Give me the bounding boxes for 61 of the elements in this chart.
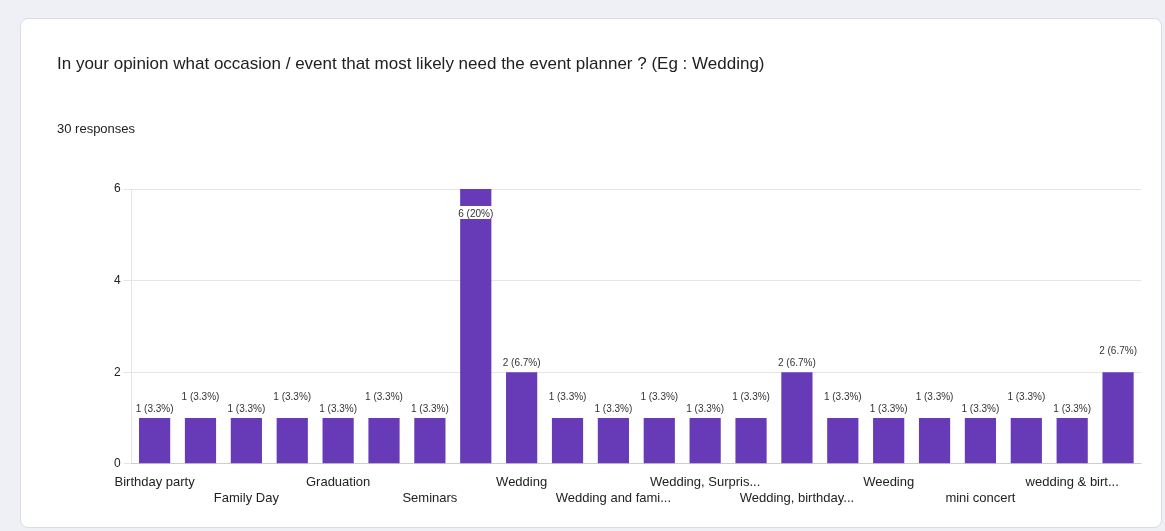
- data-label: 1 (3.3%): [273, 390, 312, 402]
- bar: [827, 418, 859, 464]
- y-tick-label: 6: [113, 181, 121, 196]
- bar: [1010, 418, 1042, 464]
- data-label: 2 (6.7%): [778, 356, 816, 368]
- x-tick-label: Birthday party: [114, 474, 196, 490]
- bar: [964, 418, 997, 464]
- bar: [414, 418, 446, 464]
- data-label: 1 (3.3%): [823, 390, 862, 402]
- data-label: 1 (3.3%): [227, 402, 266, 414]
- y-tick-label: 4: [113, 272, 121, 287]
- bar: [873, 418, 905, 464]
- bar: [460, 189, 492, 464]
- y-tick-label: 2: [113, 364, 121, 379]
- bar: [322, 418, 354, 464]
- chart-title: In your opinion what occasion / event that most likely need the event planner ? (Eg : Wedding): [57, 53, 766, 75]
- data-label: 6 (20%): [458, 207, 494, 219]
- data-label: 1 (3.3%): [640, 390, 679, 402]
- bar: [184, 418, 217, 464]
- data-label: 1 (3.3%): [594, 402, 633, 414]
- bar: [918, 418, 951, 464]
- bar: [1056, 418, 1088, 464]
- x-tick-label: Family Day: [213, 489, 280, 505]
- bar: [1102, 372, 1134, 464]
- y-tick-label: 0: [113, 456, 121, 471]
- x-tick-label: Graduation: [305, 474, 371, 490]
- bar: [551, 418, 584, 464]
- data-label: 1 (3.3%): [319, 402, 358, 414]
- data-label: 1 (3.3%): [961, 402, 1000, 414]
- data-label: 1 (3.3%): [1053, 402, 1092, 414]
- data-label: 1 (3.3%): [915, 390, 954, 402]
- bar: [368, 418, 400, 464]
- bar: [735, 418, 767, 464]
- x-tick-label: mini concert: [945, 489, 1016, 505]
- bar: [597, 418, 629, 464]
- data-label: 2 (6.7%): [1099, 344, 1137, 356]
- bar: [230, 418, 262, 464]
- data-label: 1 (3.3%): [732, 390, 770, 402]
- data-label: 1 (3.3%): [181, 390, 220, 402]
- bar: [689, 418, 721, 464]
- x-tick-label: Wedding: [496, 474, 548, 490]
- data-label: 2 (6.7%): [502, 356, 541, 368]
- data-label: 1 (3.3%): [365, 390, 403, 402]
- data-label: 1 (3.3%): [1007, 390, 1046, 402]
- data-label: 1 (3.3%): [410, 402, 449, 414]
- x-tick-label: wedding & birt...: [1024, 474, 1119, 490]
- bar: [643, 418, 675, 464]
- x-tick-label: Seminars: [402, 489, 458, 505]
- x-tick-label: Wedding, birthday...: [739, 489, 855, 505]
- bar: [506, 372, 538, 464]
- data-label: 1 (3.3%): [135, 402, 174, 414]
- data-label: 1 (3.3%): [686, 402, 725, 414]
- bar: [781, 372, 813, 464]
- bar: [139, 418, 171, 464]
- x-tick-label: Weeding: [863, 474, 915, 490]
- bar: [276, 418, 308, 464]
- chart-subtitle: 30 responses: [57, 121, 136, 136]
- x-tick-label: Wedding and fami...: [555, 489, 672, 505]
- data-label: 1 (3.3%): [869, 402, 908, 414]
- data-label: 1 (3.3%): [548, 390, 587, 402]
- x-tick-label: Wedding, Surpris...: [650, 474, 761, 490]
